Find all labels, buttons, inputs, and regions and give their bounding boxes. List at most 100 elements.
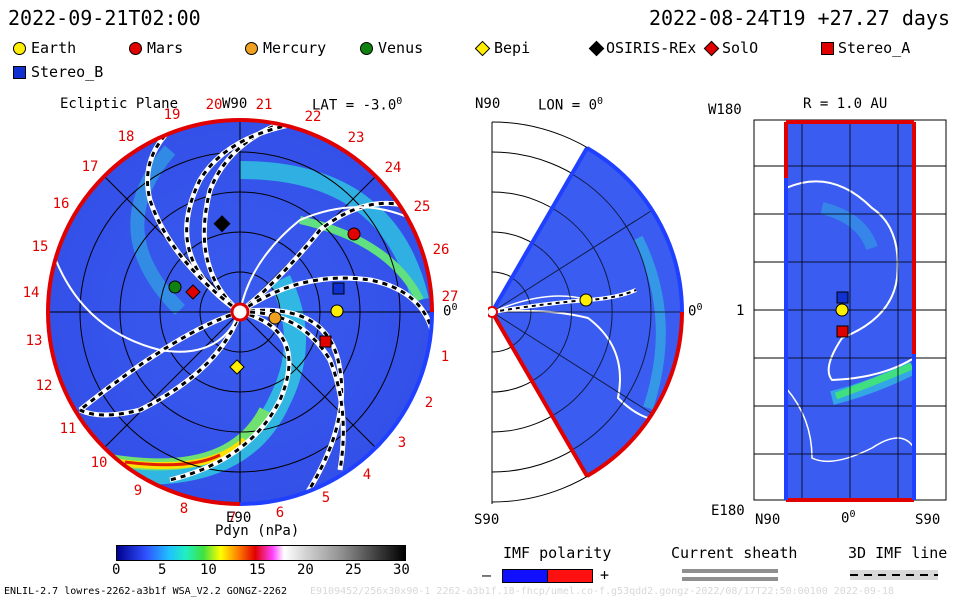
osiris-rex-marker xyxy=(588,40,605,57)
stereo-a-position xyxy=(319,335,332,348)
tick-14: 14 xyxy=(22,285,40,301)
mercury-position xyxy=(268,311,282,325)
venus-marker xyxy=(360,42,373,55)
radius-label: R = 1.0 AU xyxy=(803,96,888,112)
solo-position xyxy=(185,284,201,300)
mercury-marker xyxy=(245,42,258,55)
tick-26: 26 xyxy=(432,242,450,258)
tick-6: 6 xyxy=(275,505,285,521)
osiris-rex-position xyxy=(213,215,231,233)
tick-19: 19 xyxy=(163,107,181,123)
ecliptic-0-label: 00 xyxy=(443,302,458,320)
mid-sun-marker xyxy=(488,306,498,318)
footer-run-info: E9109452/256x30x90-1 2262-a3b1f.18-fhcp/… xyxy=(310,586,894,597)
mid-s90-label: S90 xyxy=(474,512,500,528)
legend-venus: Venus xyxy=(378,39,424,57)
tick-15: 15 xyxy=(31,239,49,255)
right-1-label: 1 xyxy=(736,303,745,319)
meridional-plane-map xyxy=(488,121,684,504)
imf-plus: + xyxy=(600,566,610,584)
legend-stereo-b: Stereo_B xyxy=(31,63,104,81)
tick-9: 9 xyxy=(133,483,143,499)
right-0-label: 00 xyxy=(841,509,856,527)
tick-17: 17 xyxy=(81,159,99,175)
right-s90-label: S90 xyxy=(915,512,941,528)
venus-position xyxy=(168,280,182,294)
lon-label: LON = 00 xyxy=(538,96,604,114)
tick-2: 2 xyxy=(424,395,434,411)
current-time: 2022-09-21T02:00 xyxy=(8,6,201,30)
legend-mars: Mars xyxy=(147,39,184,57)
colorbar xyxy=(116,545,406,561)
tick-23: 23 xyxy=(347,130,365,146)
stereo-a-marker xyxy=(821,42,834,55)
current-sheath-line-2 xyxy=(682,577,778,581)
reference-time: 2022-08-24T19 +27.27 days xyxy=(648,6,950,30)
e180-label: E180 xyxy=(711,503,745,519)
tick-12: 12 xyxy=(35,378,53,394)
tick-11: 11 xyxy=(59,421,77,437)
legend-solo: SolO xyxy=(722,39,759,57)
tick-24: 24 xyxy=(384,160,402,176)
tick-21: 21 xyxy=(255,97,273,113)
lat-label: LAT = -3.00 xyxy=(312,96,403,114)
cb-tick-20: 20 xyxy=(297,562,314,578)
right-stereo-b-marker xyxy=(836,291,849,304)
legend-earth: Earth xyxy=(31,39,77,57)
imf-minus: – xyxy=(482,566,492,584)
tick-10: 10 xyxy=(90,455,108,471)
cb-tick-15: 15 xyxy=(249,562,266,578)
tick-3: 3 xyxy=(397,435,407,451)
tick-8: 8 xyxy=(179,501,189,517)
imf-line-sample xyxy=(850,570,938,580)
legend-osiris-rex: OSIRIS-REx xyxy=(606,39,697,57)
cb-tick-0: 0 xyxy=(112,562,121,578)
tick-25: 25 xyxy=(413,199,431,215)
tick-1: 1 xyxy=(440,349,450,365)
bepi-position xyxy=(229,359,245,375)
stereo-b-position xyxy=(332,282,345,295)
ecliptic-title: Ecliptic Plane xyxy=(60,96,179,112)
tick-7: 7 xyxy=(227,510,237,526)
mid-0-label: 00 xyxy=(688,302,703,320)
tick-27: 27 xyxy=(441,289,459,305)
current-sheath-line-1 xyxy=(682,569,778,573)
footer-model: ENLIL-2.7 lowres-2262-a3b1f WSA_V2.2 GON… xyxy=(4,586,287,597)
imf-line-title: 3D IMF line xyxy=(848,544,948,562)
w90-label: W90 xyxy=(222,96,248,112)
w180-label: W180 xyxy=(708,102,742,118)
legend-mercury: Mercury xyxy=(263,39,327,57)
tick-5: 5 xyxy=(321,490,331,506)
mars-position xyxy=(347,227,361,241)
colorbar-title: Pdyn (nPa) xyxy=(215,523,300,539)
stereo-b-marker xyxy=(13,66,26,79)
tick-16: 16 xyxy=(52,196,70,212)
imf-positive-swatch xyxy=(547,569,593,583)
cb-tick-30: 30 xyxy=(393,562,410,578)
radial-surface-map xyxy=(753,119,947,502)
e90-label: E90 xyxy=(226,510,252,526)
cb-tick-5: 5 xyxy=(158,562,167,578)
legend-stereo-a: Stereo_A xyxy=(838,39,911,57)
earth-marker xyxy=(13,42,26,55)
tick-22: 22 xyxy=(304,109,322,125)
tick-13: 13 xyxy=(25,333,43,349)
imf-polarity-title: IMF polarity xyxy=(503,544,612,562)
cb-tick-10: 10 xyxy=(200,562,217,578)
bepi-marker xyxy=(474,40,491,57)
mars-marker xyxy=(129,42,142,55)
ecliptic-plane-map xyxy=(46,118,434,506)
solo-marker xyxy=(703,40,720,57)
current-sheath-title: Current sheath xyxy=(671,544,798,562)
tick-18: 18 xyxy=(117,129,135,145)
sun-marker xyxy=(230,302,250,322)
tick-20: 20 xyxy=(205,97,223,113)
earth-position xyxy=(330,304,344,318)
cb-tick-25: 25 xyxy=(345,562,362,578)
tick-4: 4 xyxy=(362,467,372,483)
mid-earth-marker xyxy=(579,293,593,307)
right-n90-label: N90 xyxy=(755,512,781,528)
legend-bepi: Bepi xyxy=(494,39,531,57)
imf-negative-swatch xyxy=(502,569,548,583)
mid-n90-label: N90 xyxy=(475,96,501,112)
